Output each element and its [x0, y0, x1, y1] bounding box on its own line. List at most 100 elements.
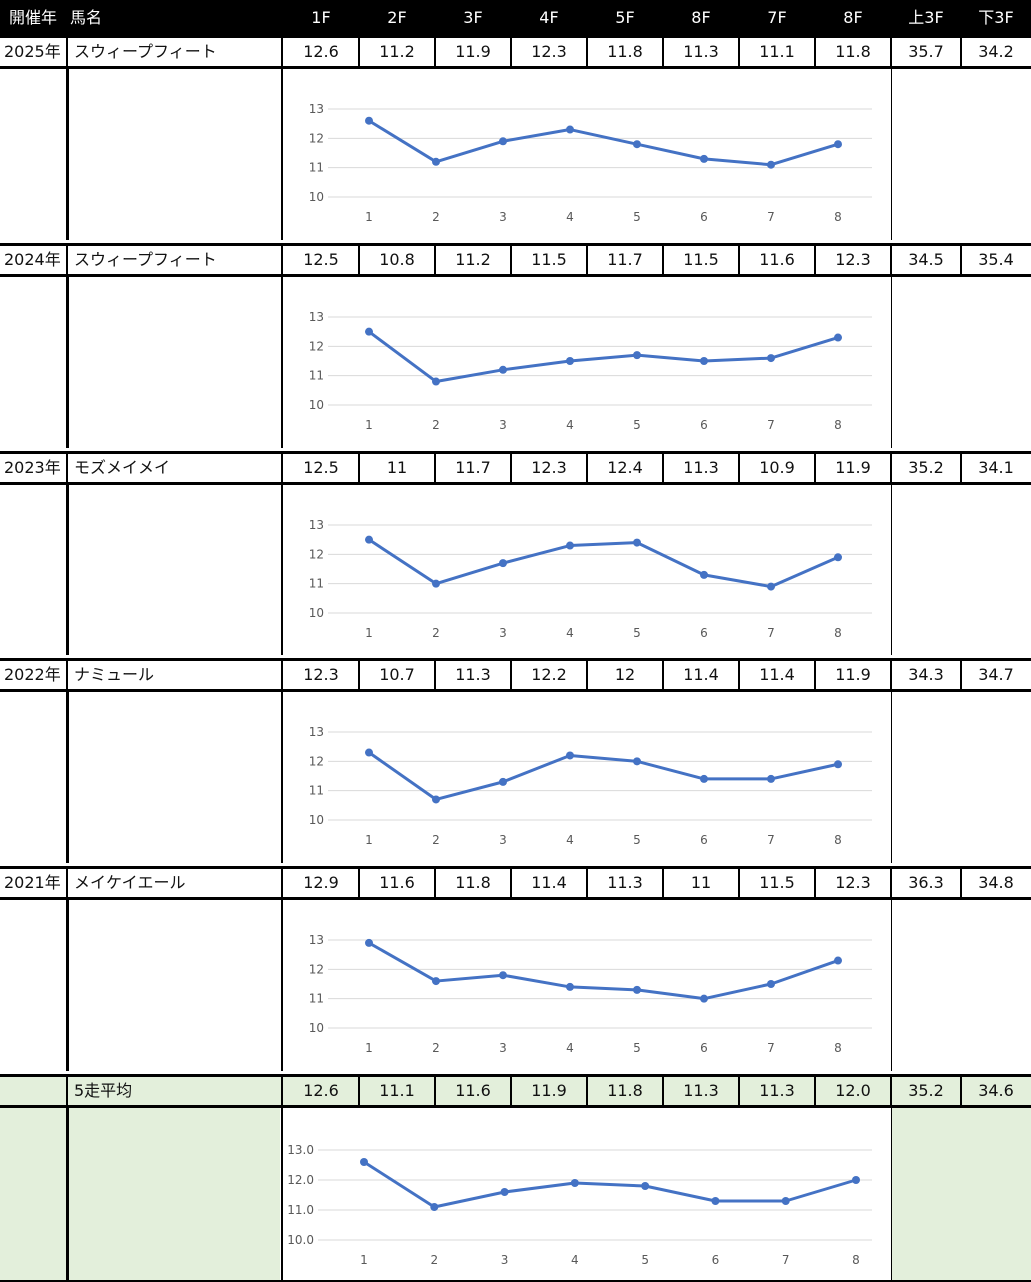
chart-band: 10 11 12 13 1 2 3 4 5 6 7 8 [0, 277, 1031, 448]
x-tick-label: 5 [633, 418, 641, 432]
band-left [0, 69, 66, 240]
band-sepB [281, 69, 283, 240]
cell-divider [586, 869, 588, 897]
row-split-value: 11.6 [759, 250, 795, 269]
data-point [834, 333, 842, 342]
cell-divider [434, 1077, 436, 1105]
row-horse-name: メイケイエール [74, 873, 186, 892]
y-tick-label: 11.0 [287, 1203, 314, 1217]
row-split-value: 11.3 [683, 1081, 719, 1100]
row-split-value: 11.4 [759, 665, 795, 684]
cell-divider [814, 38, 816, 66]
row-split-value: 34.5 [908, 250, 944, 269]
cell-divider [960, 661, 962, 689]
y-tick-label: 10 [309, 190, 324, 204]
row-split-value: 12.0 [835, 1081, 871, 1100]
row-split-value: 11.1 [759, 42, 795, 61]
data-point [767, 354, 775, 363]
row-split-value: 11.2 [379, 42, 415, 61]
cell-divider [960, 454, 962, 482]
cell-divider [510, 869, 512, 897]
row-split-value: 12.3 [835, 250, 871, 269]
band-sepA [66, 1108, 69, 1280]
row-year: 2024年 [4, 250, 61, 269]
row-split-value: 12.3 [531, 458, 567, 477]
cell-divider [890, 661, 892, 689]
data-point [499, 777, 507, 786]
x-tick-label: 2 [432, 1041, 440, 1055]
band-mid [68, 900, 280, 1071]
band-right [892, 69, 1031, 240]
band-mid [68, 485, 280, 655]
x-tick-label: 4 [566, 1041, 574, 1055]
header-col: 4F [539, 8, 559, 27]
header-year: 開催年 [8, 8, 57, 27]
cell-divider [281, 246, 283, 274]
row-year: 2025年 [4, 42, 61, 61]
row-split-value: 11.8 [607, 42, 643, 61]
band-left [0, 1108, 66, 1280]
chart-band: 10 11 12 13 1 2 3 4 5 6 7 8 [0, 69, 1031, 240]
cell-divider [66, 38, 68, 66]
row-split-value: 34.7 [978, 665, 1014, 684]
cell-divider [890, 38, 892, 66]
row-split-value: 35.2 [908, 458, 944, 477]
x-tick-label: 4 [566, 418, 574, 432]
data-point [633, 140, 641, 149]
header-col: 5F [615, 8, 635, 27]
band-sepB [281, 1108, 283, 1280]
cell-divider [662, 38, 664, 66]
data-row: 2021年 メイケイエール 12.9 11.6 11.8 11.4 11.3 11 11.5 12… [0, 866, 1031, 900]
band-sepC [891, 485, 892, 655]
y-tick-label: 13 [309, 933, 324, 947]
x-tick-label: 7 [767, 833, 775, 847]
data-point [499, 559, 507, 568]
data-point [700, 774, 708, 783]
x-tick-label: 2 [430, 1253, 438, 1267]
row-split-value: 11.3 [607, 873, 643, 892]
x-tick-label: 8 [834, 1041, 842, 1055]
y-tick-label: 10.0 [287, 1233, 314, 1247]
cell-divider [434, 246, 436, 274]
x-tick-label: 8 [834, 210, 842, 224]
row-split-value: 11.7 [607, 250, 643, 269]
x-tick-label: 6 [700, 833, 708, 847]
band-sepA [66, 692, 69, 863]
cell-divider [66, 1077, 68, 1105]
row-split-value: 11 [690, 873, 712, 892]
row-split-value: 11.8 [455, 873, 491, 892]
header-name: 馬名 [70, 8, 103, 27]
row-split-value: 11.3 [455, 665, 491, 684]
y-tick-label: 12 [309, 339, 324, 353]
cell-divider [738, 246, 740, 274]
y-tick-label: 12 [309, 962, 324, 976]
row-split-value: 34.1 [978, 458, 1014, 477]
data-point [499, 365, 507, 374]
row-year: 2022年 [4, 665, 61, 684]
row-split-value: 11.6 [379, 873, 415, 892]
data-point [834, 140, 842, 149]
cell-divider [890, 869, 892, 897]
cell-divider [814, 246, 816, 274]
band-sepB [281, 485, 283, 655]
header-col: 1F [311, 8, 331, 27]
data-point [767, 774, 775, 783]
cell-divider [890, 454, 892, 482]
row-split-value: 11.1 [379, 1081, 415, 1100]
x-tick-label: 6 [712, 1253, 720, 1267]
row-split-value: 11.3 [683, 42, 719, 61]
row-split-value: 35.7 [908, 42, 944, 61]
cell-divider [66, 869, 68, 897]
data-point [430, 1203, 439, 1211]
row-split-value: 34.2 [978, 42, 1014, 61]
cell-divider [434, 661, 436, 689]
data-point [500, 1188, 509, 1196]
data-point [834, 760, 842, 769]
row-split-value: 11.4 [683, 665, 719, 684]
series-line [368, 941, 839, 1001]
data-point [432, 795, 440, 804]
cell-divider [814, 869, 816, 897]
data-point [365, 535, 373, 544]
